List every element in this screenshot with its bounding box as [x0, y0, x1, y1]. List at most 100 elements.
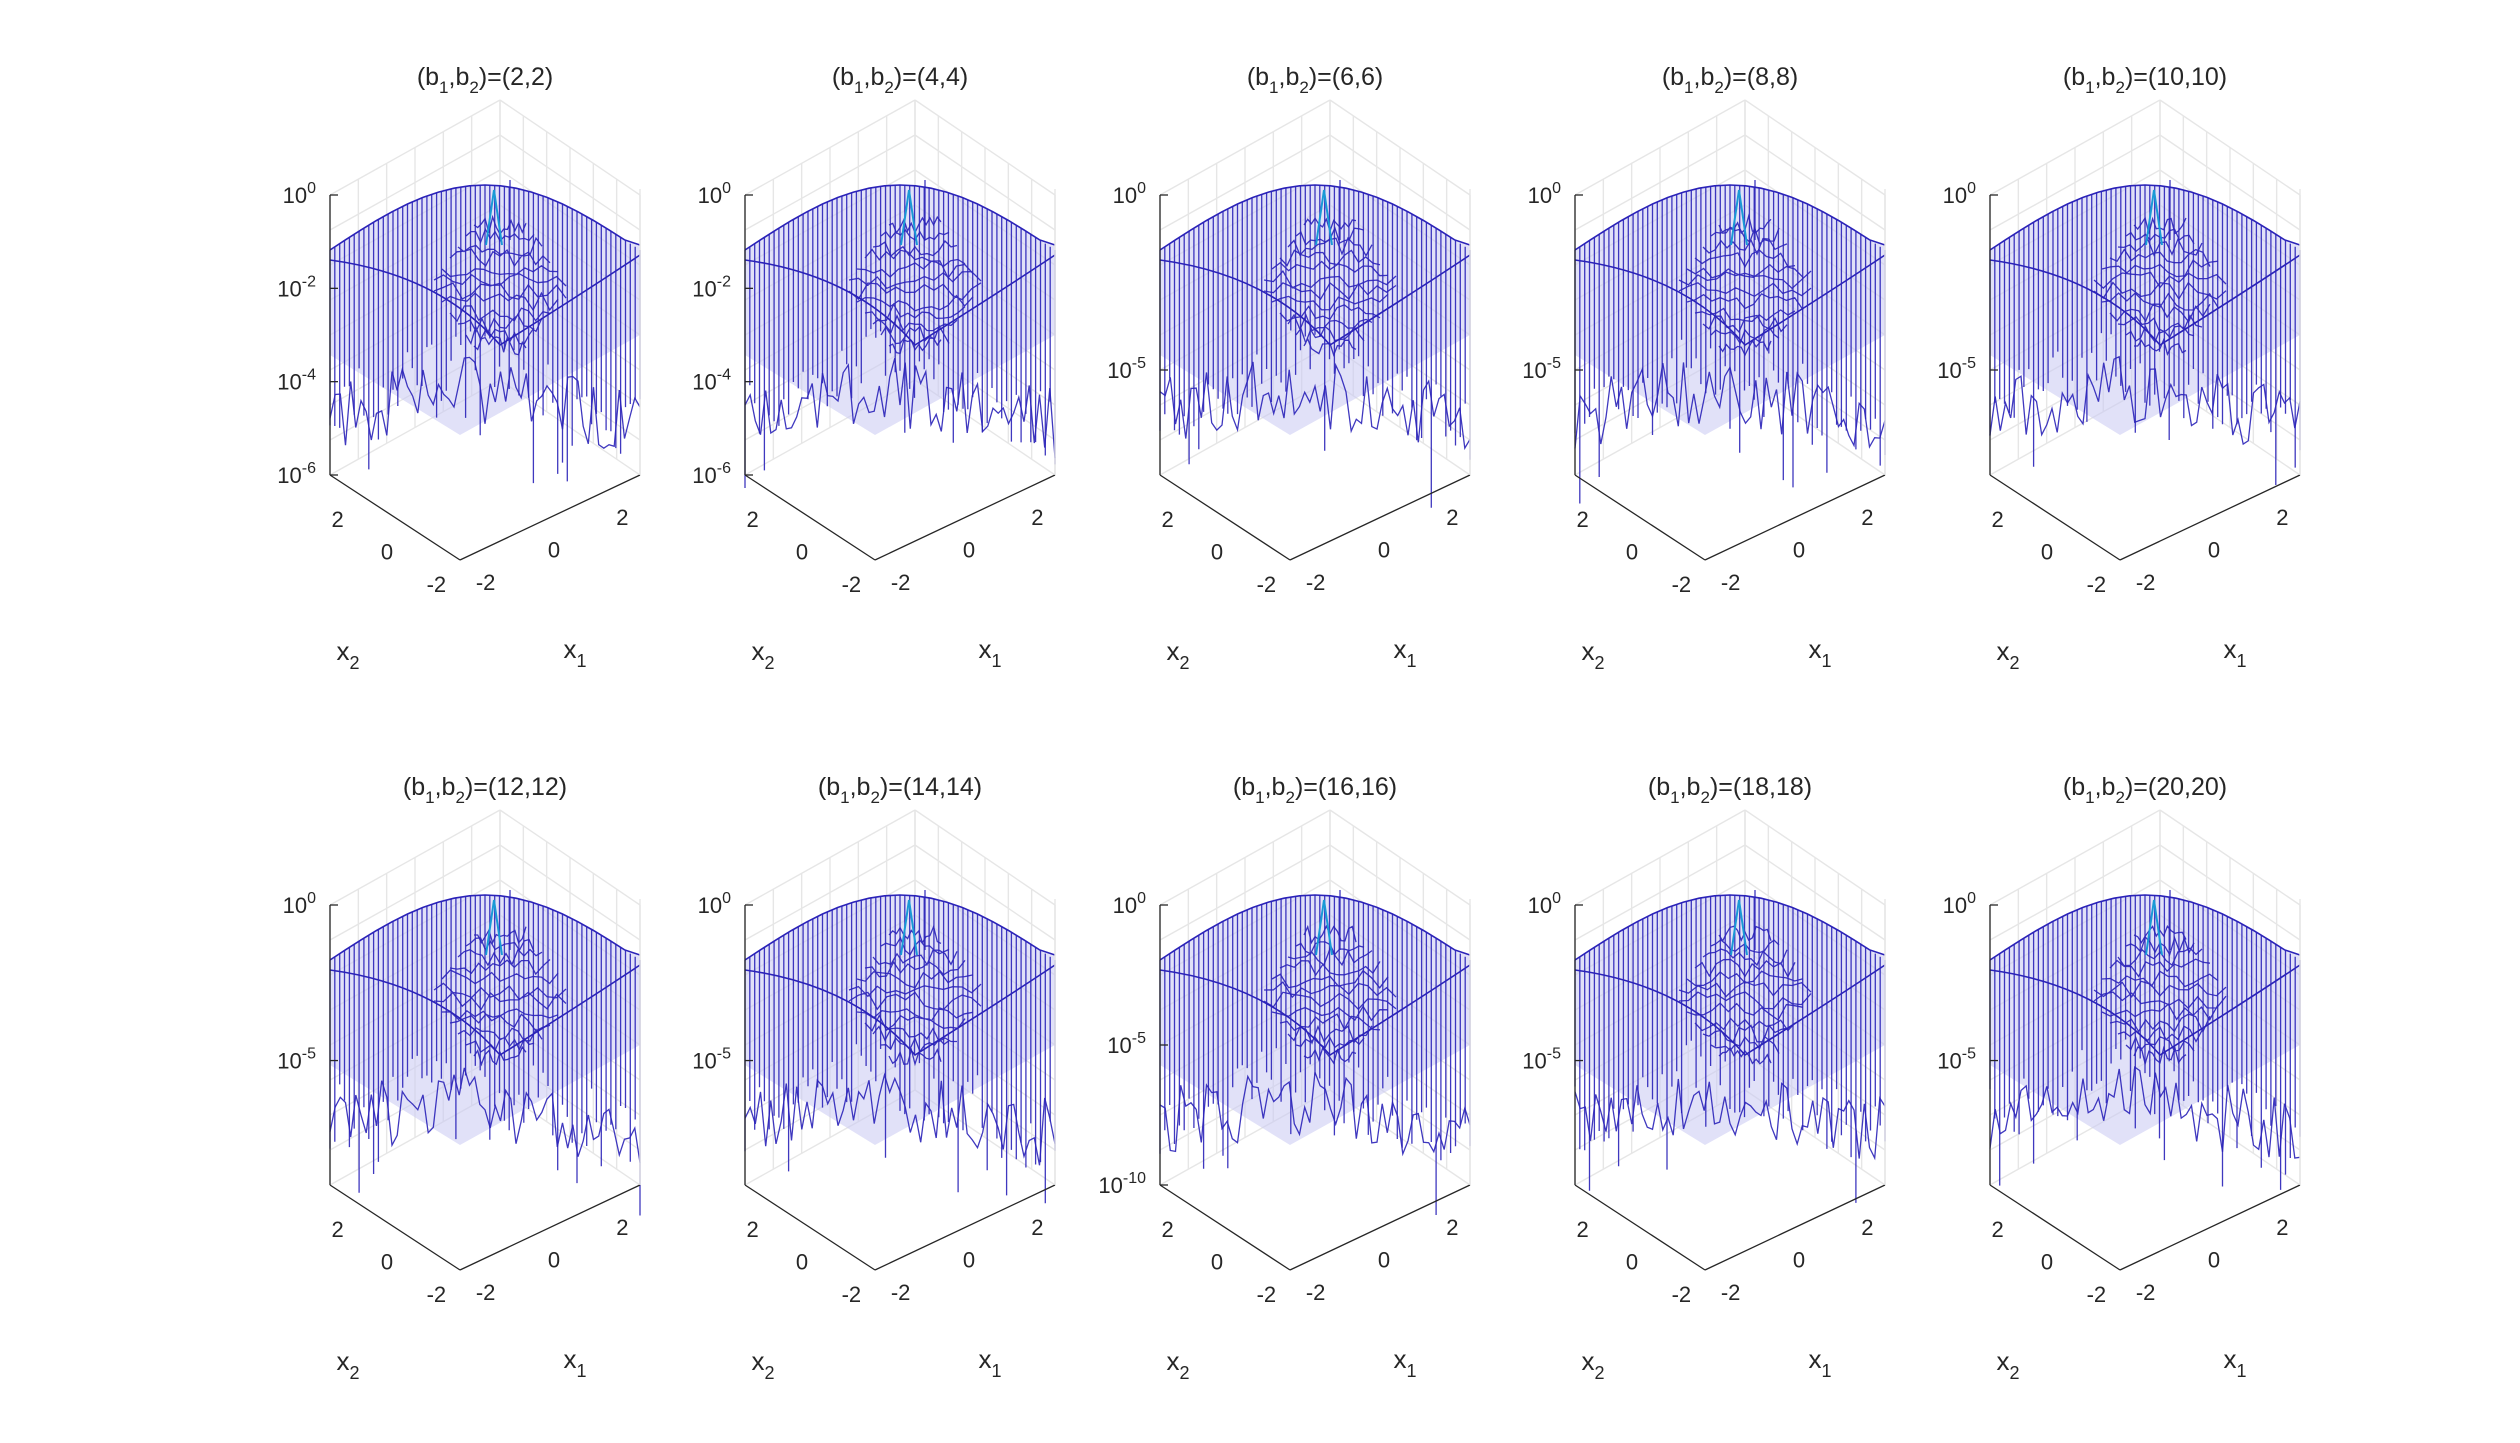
z-tick-base: 10	[1522, 358, 1546, 383]
x-axis-label: x1	[1808, 634, 1831, 671]
surface-mesh	[1574, 180, 1886, 504]
y-axis-label-sub: 2	[764, 1363, 774, 1383]
x-tick-label: 2	[2276, 505, 2288, 530]
surface-lower-fringe	[329, 356, 641, 449]
panel-title: (b1,b2)=(6,6)	[1247, 63, 1383, 97]
surface-front-rim	[329, 964, 641, 1057]
surface-mesh	[329, 890, 641, 1216]
z-tick-exp: -5	[1962, 1046, 1976, 1063]
title-part: )=(14,14)	[880, 773, 982, 801]
x-axis-label: x1	[978, 1344, 1001, 1381]
z-tick-label: 10-5	[1107, 355, 1146, 383]
y-axis-label-main: x	[336, 636, 349, 666]
surface-front-rim	[1989, 254, 2301, 347]
x-axis-line	[1289, 1184, 1471, 1271]
surface-rim	[744, 894, 1056, 961]
surface-lower-fringe	[329, 1067, 641, 1163]
z-tick-label: 10-5	[1937, 1046, 1976, 1074]
x-axis-line	[1704, 474, 1886, 561]
y-tick-label: 2	[746, 1217, 758, 1242]
y-axis-label-sub: 2	[1594, 653, 1604, 673]
title-sub: 1	[425, 788, 434, 807]
z-tick-label: 10-5	[1937, 355, 1976, 383]
y-tick-label: -2	[1257, 572, 1277, 597]
y-tick-label: 0	[381, 540, 393, 565]
z-tick-exp: 0	[307, 890, 316, 907]
z-tick-base: 10	[1528, 893, 1552, 918]
title-part: ,b	[449, 63, 470, 91]
z-tick-label: 100	[1943, 890, 1976, 918]
title-part: )=(16,16)	[1295, 773, 1397, 801]
y-tick-label: 0	[1626, 540, 1638, 565]
x-axis-label-sub: 1	[2236, 1361, 2246, 1381]
x-tick-label: -2	[1721, 570, 1741, 595]
z-tick-exp: 0	[722, 180, 731, 197]
z-tick-base: 10	[1943, 893, 1967, 918]
y-axis-label-sub: 2	[1594, 1363, 1604, 1383]
z-tick-base: 10	[698, 183, 722, 208]
surface-rim	[1989, 184, 2301, 251]
z-tick-exp: 0	[1552, 180, 1561, 197]
title-part: )=(18,18)	[1710, 773, 1812, 801]
x-axis-line	[874, 1184, 1056, 1271]
surface-front-rim	[1574, 964, 1886, 1057]
z-tick-exp: -5	[1547, 355, 1561, 372]
x-tick-label: 0	[1793, 538, 1805, 563]
z-tick-exp: -6	[302, 460, 316, 477]
title-part: (b	[1247, 63, 1269, 91]
surface-mesh	[329, 180, 641, 484]
y-axis-label: x2	[1581, 636, 1604, 673]
z-tick-base: 10	[283, 893, 307, 918]
x-axis-label-main: x	[1393, 634, 1406, 664]
x-axis-label-main: x	[2223, 1344, 2236, 1374]
title-sub: 1	[2085, 788, 2094, 807]
title-sub: 1	[1269, 78, 1278, 97]
panel-title: (b1,b2)=(20,20)	[2063, 773, 2227, 807]
y-tick-label: 2	[1576, 507, 1588, 532]
z-tick-base: 10	[1937, 1049, 1961, 1074]
x-axis-line	[1289, 474, 1471, 561]
z-tick-exp: -4	[717, 367, 731, 384]
x-tick-label: 0	[963, 1248, 975, 1273]
x-tick-label: 0	[548, 1248, 560, 1273]
y-axis-line	[1159, 1184, 1291, 1271]
z-tick-exp: -5	[1962, 355, 1976, 372]
z-tick-exp: -10	[1123, 1170, 1146, 1187]
z-tick-exp: -5	[1132, 355, 1146, 372]
title-part: (b	[2063, 63, 2085, 91]
x-axis-line	[459, 1184, 641, 1271]
surface-mesh	[1159, 180, 1471, 508]
title-part: (b	[818, 773, 840, 801]
title-sub: 2	[455, 788, 464, 807]
title-part: (b	[1233, 773, 1255, 801]
y-tick-label: 0	[1211, 540, 1223, 565]
z-tick-exp: 0	[307, 180, 316, 197]
z-tick-base: 10	[692, 276, 716, 301]
surface-mesh	[1574, 890, 1886, 1203]
y-tick-label: 2	[1576, 1217, 1588, 1242]
x-axis-label-sub: 1	[1821, 651, 1831, 671]
z-tick-exp: -5	[1132, 1030, 1146, 1047]
z-tick-base: 10	[277, 276, 301, 301]
surface-lower-fringe	[1989, 355, 2301, 446]
x-tick-label: -2	[476, 1280, 496, 1305]
x-axis-label: x1	[1808, 1344, 1831, 1381]
title-sub: 1	[854, 78, 863, 97]
y-axis-label-main: x	[336, 1346, 349, 1376]
y-tick-label: -2	[1672, 1282, 1692, 1307]
y-axis-line	[1574, 474, 1706, 561]
title-part: )=(8,8)	[1724, 63, 1798, 91]
x-axis-label-sub: 1	[576, 1361, 586, 1381]
title-part: (b	[2063, 773, 2085, 801]
z-tick-label: 10-6	[277, 460, 316, 488]
surface-mesh	[1989, 180, 2301, 485]
y-tick-label: 2	[1161, 507, 1173, 532]
y-tick-label: 0	[2041, 540, 2053, 565]
